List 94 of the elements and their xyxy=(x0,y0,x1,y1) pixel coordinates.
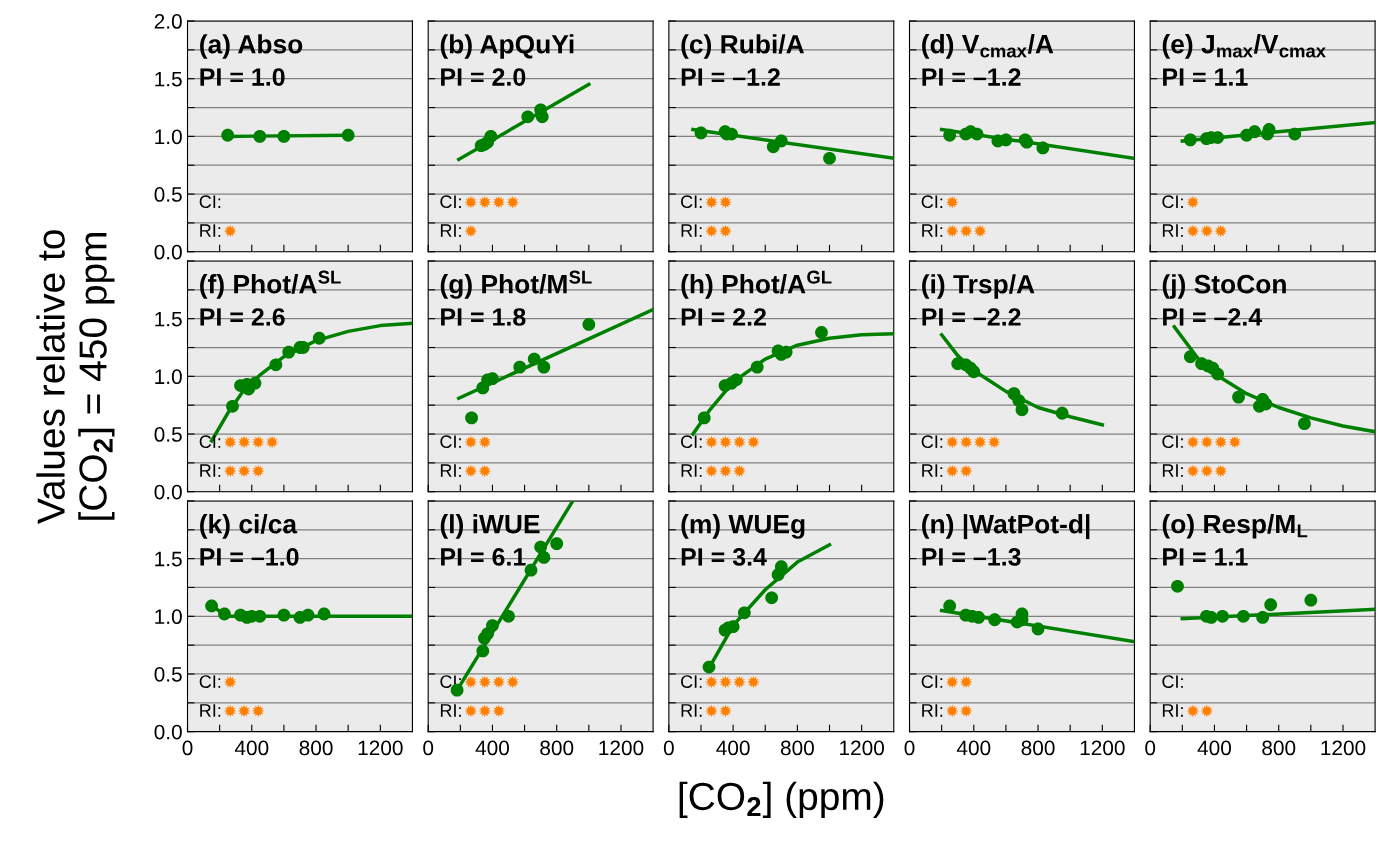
x-axis-title: [CO$_{2}$] (ppm) xyxy=(679,781,884,818)
annotation: RI: ✹ xyxy=(200,224,237,238)
annotation: PI = –2.2 xyxy=(922,308,1021,326)
annotation: CI: ✹ xyxy=(1162,195,1200,209)
annotation: (a) Abso xyxy=(200,34,303,59)
annotation: (n) |WatPot-d| xyxy=(922,514,1090,540)
annotation: PI = 3.4 xyxy=(681,548,767,566)
y-tick-label: 1.0 xyxy=(155,369,182,385)
annotation: PI = 1.1 xyxy=(1163,68,1248,86)
y-tick-label: 2.0 xyxy=(154,14,182,29)
x-tick-label: 0 xyxy=(423,740,434,756)
annotation: CI: ✹✹✹✹ xyxy=(199,435,279,449)
y-tick-label: 0.5 xyxy=(154,187,182,202)
x-tick-label: 1200 xyxy=(599,740,644,756)
annotation: RI: ✹✹ xyxy=(922,704,973,718)
y-tick-label: 0.0 xyxy=(154,724,182,740)
annotation: CI: ✹✹✹✹ xyxy=(440,195,520,209)
x-tick-label: 400 xyxy=(475,740,510,756)
annotation: CI: ✹✹ xyxy=(440,435,492,449)
annotation: PI = 1.1 xyxy=(1163,548,1248,566)
annotation: PI = –1.0 xyxy=(200,548,299,566)
y-tick-label: 1.0 xyxy=(155,609,182,625)
annotation: RI: ✹✹✹ xyxy=(440,704,506,718)
x-tick-label: 400 xyxy=(1197,740,1232,756)
annotation: (o) Resp/M$_{L}$ xyxy=(1162,513,1308,539)
annotation: (k) ci/ca xyxy=(200,514,298,539)
annotation: RI: ✹✹ xyxy=(681,704,732,718)
annotation: PI = 2.0 xyxy=(441,68,526,86)
x-tick-label: 400 xyxy=(234,740,269,756)
annotation: (j) StoCon xyxy=(1162,274,1286,299)
x-tick-label: 0 xyxy=(182,740,193,756)
annotation: PI = –1.2 xyxy=(681,68,780,86)
annotation: (f) Phot/A$^{SL}$ xyxy=(200,270,341,299)
annotation: PI = 1.0 xyxy=(200,68,285,86)
y-tick-label: 0.5 xyxy=(154,427,182,442)
x-tick-label: 400 xyxy=(956,740,991,756)
x-tick-label: 1200 xyxy=(1321,740,1366,756)
x-tick-label: 800 xyxy=(1021,740,1055,756)
annotation: PI = –1.2 xyxy=(922,68,1021,86)
annotation: CI: ✹ xyxy=(921,195,959,209)
annotation: RI: ✹✹✹ xyxy=(1162,224,1228,238)
annotation: RI: ✹ xyxy=(440,224,478,238)
annotation: CI: ✹✹✹✹ xyxy=(1162,435,1242,449)
annotation: PI = 2.2 xyxy=(681,308,766,326)
x-tick-label: 0 xyxy=(1145,740,1156,756)
x-tick-label: 800 xyxy=(780,740,814,756)
annotation: PI = 6.1 xyxy=(441,548,526,566)
x-tick-label: 800 xyxy=(540,740,574,756)
annotation: CI: ✹✹✹✹ xyxy=(681,675,760,689)
annotation: CI: xyxy=(1162,675,1183,689)
x-tick-label: 1200 xyxy=(358,740,403,756)
y-tick-label: 0.0 xyxy=(154,244,182,260)
annotation: CI: ✹✹ xyxy=(681,195,732,209)
x-tick-label: 1200 xyxy=(840,740,884,756)
annotation: RI: ✹✹✹ xyxy=(922,224,987,238)
x-tick-label: 800 xyxy=(299,740,333,756)
y-tick-label: 0.0 xyxy=(154,484,182,500)
annotation: (l) iWUE xyxy=(440,514,540,539)
annotation: (d) V$_{cmax}$/A xyxy=(922,34,1054,59)
annotation: RI: ✹✹ xyxy=(922,464,973,478)
annotation: RI: ✹✹ xyxy=(1162,704,1214,718)
annotation: CI: xyxy=(199,195,221,209)
annotation: (e) J$_{max}$/V$_{cmax}$ xyxy=(1162,34,1326,59)
annotation: (g) Phot/M$^{SL}$ xyxy=(440,270,592,299)
annotation: (i) Trsp/A xyxy=(922,274,1035,299)
y-tick-label: 0.5 xyxy=(154,666,182,682)
annotation: RI: ✹✹✹ xyxy=(200,704,265,718)
annotation: (b) ApQuYi xyxy=(440,34,574,59)
annotation: (c) Rubi/A xyxy=(681,34,804,59)
annotation: PI = –2.4 xyxy=(1163,308,1263,326)
annotation: CI: ✹ xyxy=(199,675,237,689)
x-tick-label: 400 xyxy=(716,740,750,756)
y-axis-title: Values relative to [CO$_{2}$] = 450 ppm xyxy=(36,230,115,524)
annotation: (m) WUEg xyxy=(681,514,805,539)
x-tick-label: 0 xyxy=(904,740,915,756)
annotation: RI: ✹✹✹ xyxy=(681,464,746,478)
x-tick-label: 1200 xyxy=(1080,740,1125,756)
annotation: PI = –1.3 xyxy=(922,548,1021,566)
x-tick-label: 0 xyxy=(663,740,674,756)
y-tick-label: 1.5 xyxy=(155,551,182,567)
annotation: RI: ✹✹✹ xyxy=(200,464,265,478)
annotation: RI: ✹✹ xyxy=(681,224,732,238)
annotation: (h) Phot/A$^{GL}$ xyxy=(681,270,832,299)
annotation: PI = 2.6 xyxy=(200,308,285,326)
annotation: CI: ✹✹✹✹ xyxy=(681,435,760,449)
y-tick-label: 1.5 xyxy=(155,311,182,327)
annotation: CI: ✹✹✹✹ xyxy=(921,435,1001,449)
annotation: RI: ✹✹ xyxy=(440,464,492,478)
annotation: PI = 1.8 xyxy=(441,308,526,326)
x-tick-label: 800 xyxy=(1262,740,1296,756)
y-tick-label: 1.5 xyxy=(155,71,182,87)
y-tick-label: 1.0 xyxy=(155,129,182,145)
annotation: RI: ✹✹✹ xyxy=(1162,464,1228,478)
annotation: CI: ✹✹ xyxy=(921,675,973,689)
